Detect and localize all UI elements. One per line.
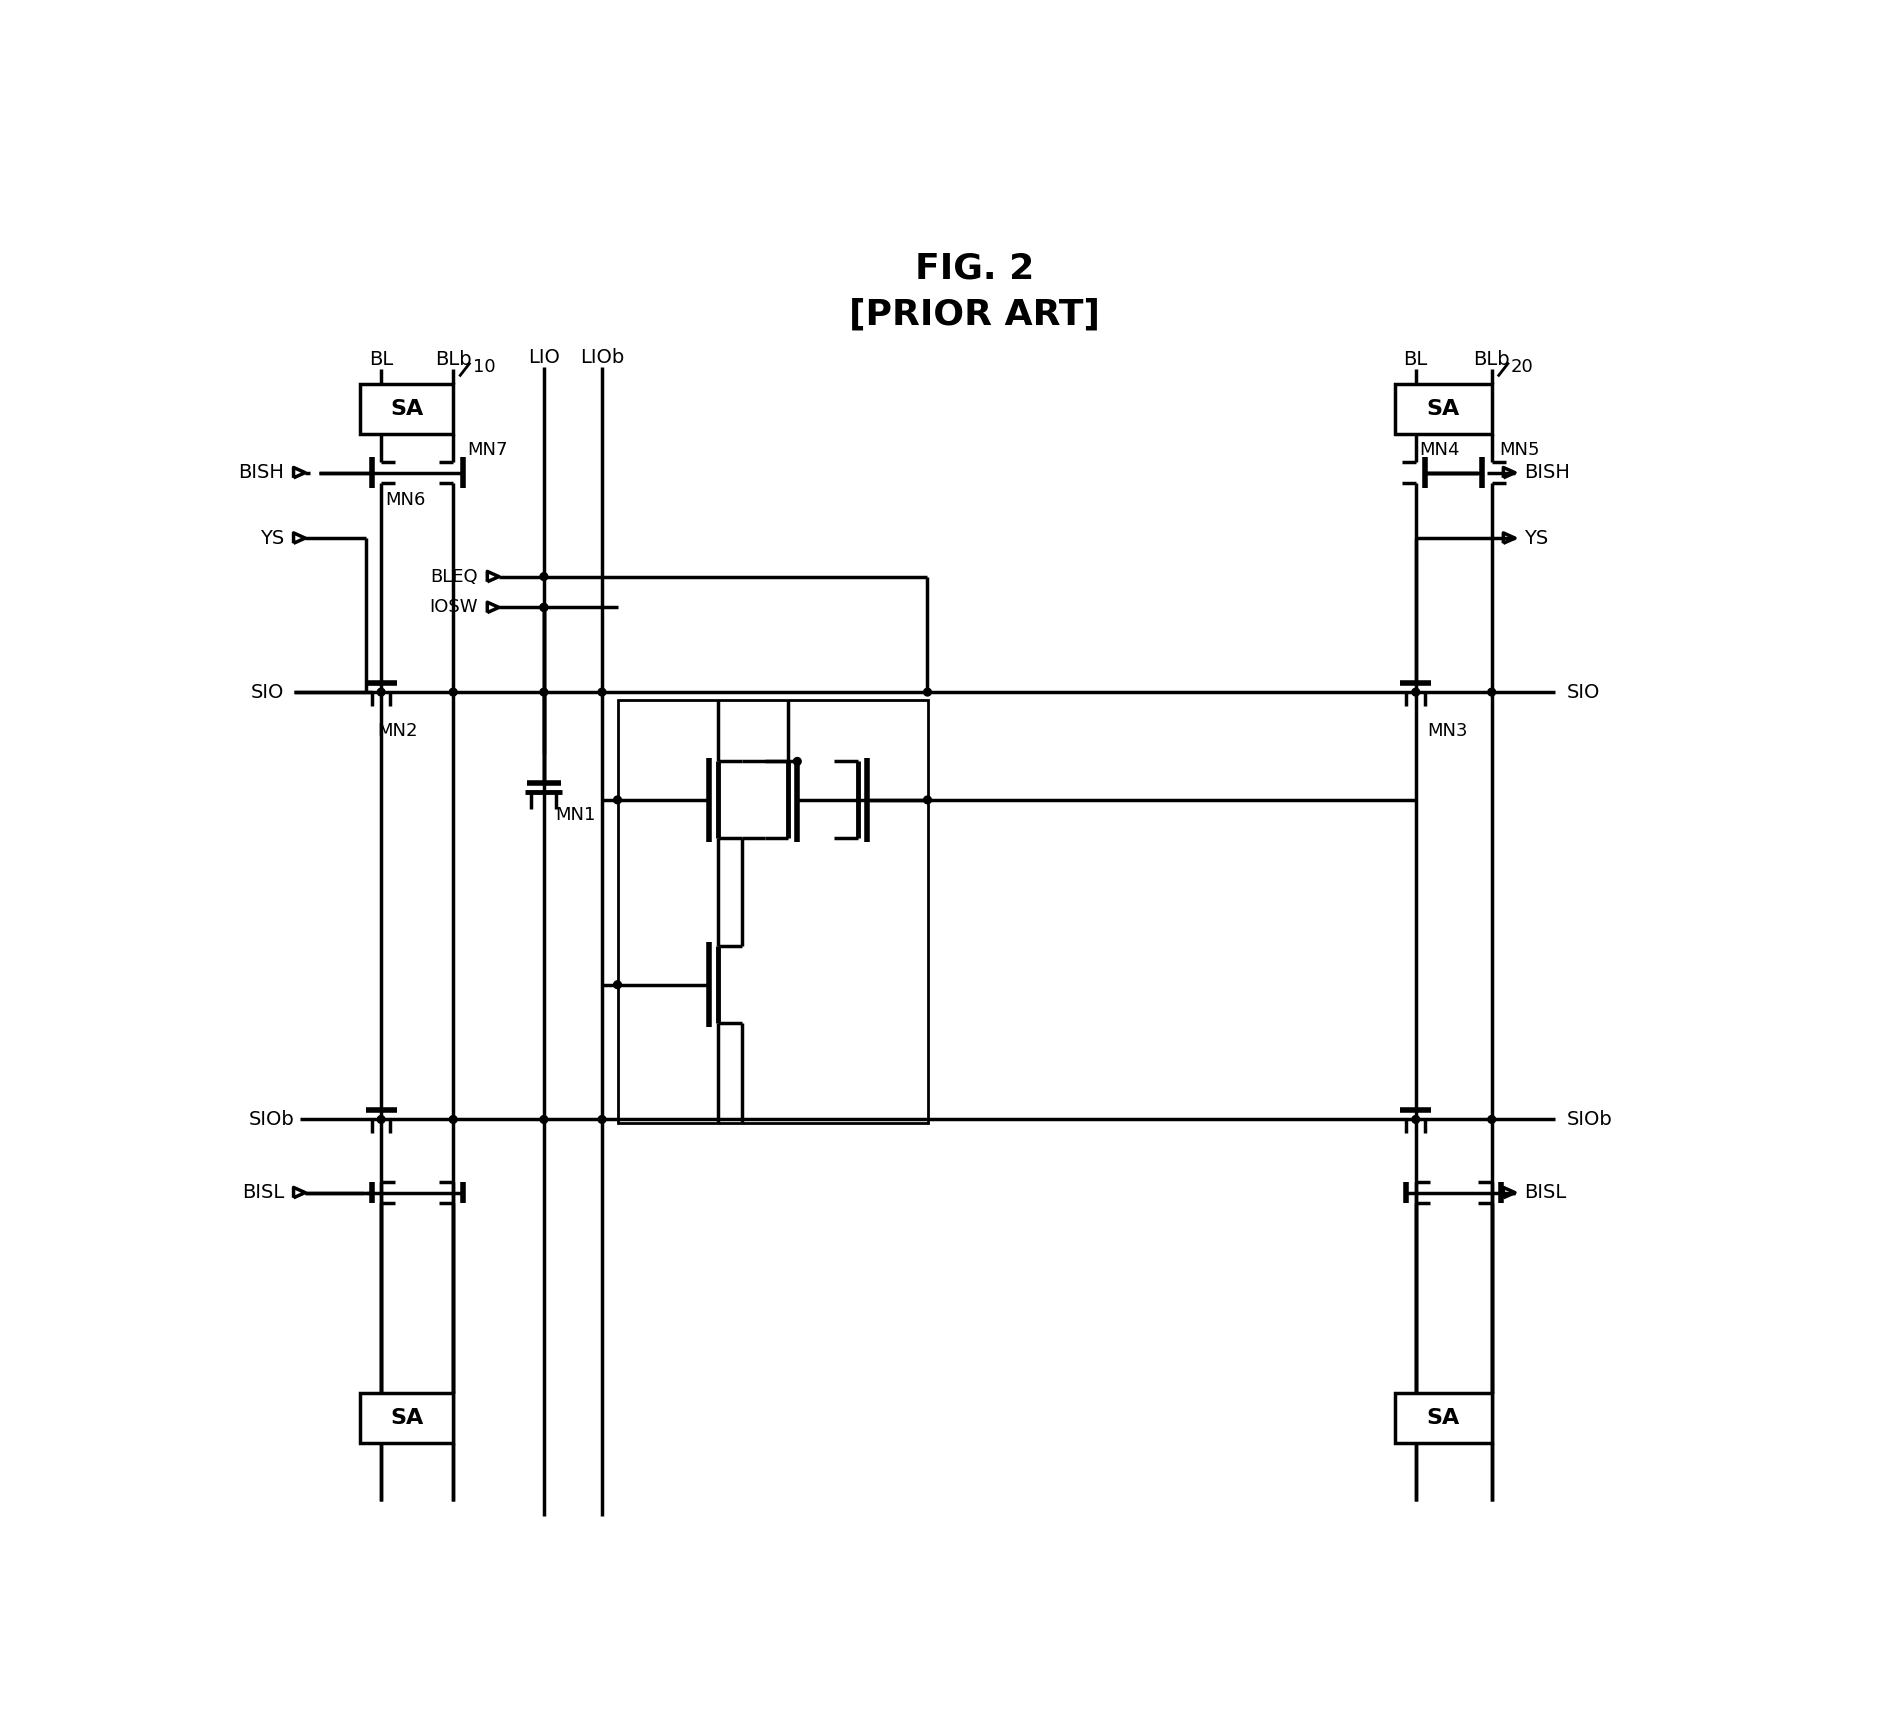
Bar: [1394, 385, 1491, 435]
Circle shape: [1487, 1116, 1495, 1123]
Text: MN3: MN3: [1426, 721, 1468, 740]
Text: BLEQ: BLEQ: [430, 568, 477, 585]
Circle shape: [540, 604, 548, 611]
Text: BISL: BISL: [242, 1183, 283, 1202]
Circle shape: [449, 688, 456, 695]
Text: SIOb: SIOb: [1567, 1109, 1613, 1128]
Circle shape: [377, 688, 384, 695]
Text: SA: SA: [1426, 1408, 1461, 1428]
Text: SIO: SIO: [1567, 683, 1600, 702]
Text: SA: SA: [390, 1408, 424, 1428]
Text: MN7: MN7: [468, 440, 508, 459]
Text: MN5: MN5: [1499, 440, 1541, 459]
Text: MN1: MN1: [555, 806, 595, 825]
Circle shape: [449, 1116, 456, 1123]
Text: YS: YS: [1524, 528, 1548, 547]
Bar: [1394, 1392, 1491, 1442]
Circle shape: [540, 1116, 548, 1123]
Circle shape: [924, 688, 932, 695]
Text: SA: SA: [390, 398, 424, 419]
Circle shape: [597, 1116, 607, 1123]
Text: BL: BL: [369, 350, 394, 369]
Text: BLb: BLb: [436, 350, 472, 369]
Text: BISH: BISH: [1524, 462, 1571, 483]
Circle shape: [540, 604, 548, 611]
Bar: [618, 700, 928, 1123]
Text: 20: 20: [1510, 359, 1533, 376]
Text: SIOb: SIOb: [249, 1109, 295, 1128]
Bar: [359, 385, 453, 435]
Circle shape: [924, 795, 932, 804]
Circle shape: [614, 795, 622, 804]
Text: 10: 10: [472, 359, 495, 376]
Circle shape: [597, 688, 607, 695]
Text: MN6: MN6: [384, 490, 426, 509]
Text: IOSW: IOSW: [430, 599, 477, 616]
Circle shape: [1411, 1116, 1419, 1123]
Circle shape: [1411, 688, 1419, 695]
Text: BLb: BLb: [1474, 350, 1510, 369]
Circle shape: [793, 757, 801, 766]
Bar: [359, 1392, 453, 1442]
Text: SIO: SIO: [251, 683, 283, 702]
Text: LIOb: LIOb: [580, 348, 624, 367]
Text: LIO: LIO: [529, 348, 559, 367]
Text: MN2: MN2: [377, 721, 418, 740]
Text: YS: YS: [261, 528, 283, 547]
Circle shape: [540, 573, 548, 580]
Text: SA: SA: [1426, 398, 1461, 419]
Circle shape: [540, 688, 548, 695]
Text: BISH: BISH: [238, 462, 283, 483]
Circle shape: [1487, 688, 1495, 695]
Text: FIG. 2: FIG. 2: [915, 252, 1035, 286]
Text: MN4: MN4: [1419, 440, 1461, 459]
Circle shape: [614, 982, 622, 988]
Text: BISL: BISL: [1524, 1183, 1567, 1202]
Circle shape: [377, 1116, 384, 1123]
Text: BL: BL: [1404, 350, 1428, 369]
Text: [PRIOR ART]: [PRIOR ART]: [850, 298, 1099, 331]
